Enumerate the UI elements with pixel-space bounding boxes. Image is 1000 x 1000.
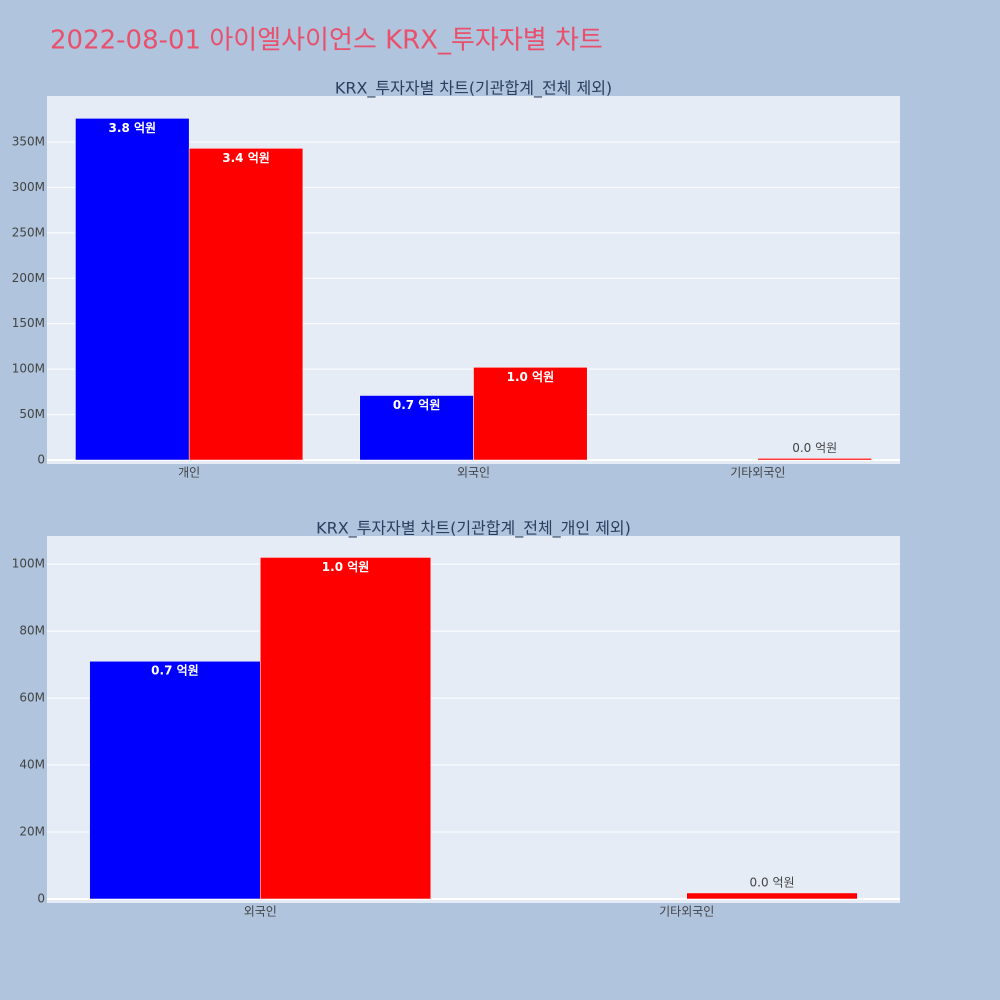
y-tick-label: 0 bbox=[37, 453, 45, 467]
x-tick-label: 기타외국인 bbox=[659, 905, 714, 919]
y-tick-label: 50M bbox=[19, 407, 45, 421]
y-tick-label: 0 bbox=[37, 891, 45, 905]
bar bbox=[757, 458, 872, 461]
bar bbox=[260, 557, 432, 900]
y-tick-label: 40M bbox=[19, 758, 45, 772]
y-tick-label: 100M bbox=[12, 557, 45, 571]
x-tick-label: 기타외국인 bbox=[730, 466, 785, 480]
value-label: 3.8 억원 bbox=[109, 121, 157, 135]
chart-title: KRX_투자자별 차트(기관합계_전체_개인 제외) bbox=[316, 519, 631, 539]
value-label: 0.7 억원 bbox=[393, 398, 441, 412]
bar bbox=[188, 148, 304, 461]
value-label: 0.0 억원 bbox=[792, 441, 837, 455]
value-label: 1.0 억원 bbox=[507, 370, 555, 384]
x-tick-label: 외국인 bbox=[244, 905, 277, 919]
y-tick-label: 350M bbox=[12, 134, 45, 148]
value-label: 0.0 억원 bbox=[750, 875, 795, 889]
value-label: 3.4 억원 bbox=[222, 151, 270, 165]
y-tick-label: 80M bbox=[19, 624, 45, 638]
x-tick-label: 외국인 bbox=[457, 466, 490, 480]
y-tick-label: 250M bbox=[12, 225, 45, 239]
value-label: 0.7 억원 bbox=[151, 664, 199, 678]
y-tick-label: 300M bbox=[12, 180, 45, 194]
bar bbox=[359, 395, 474, 461]
value-label: 1.0 억원 bbox=[322, 560, 370, 574]
bar bbox=[473, 367, 588, 461]
y-tick-label: 200M bbox=[12, 271, 45, 285]
x-tick-label: 개인 bbox=[178, 466, 200, 480]
y-tick-label: 150M bbox=[12, 316, 45, 330]
bar bbox=[686, 892, 858, 900]
bar bbox=[75, 118, 190, 461]
bar bbox=[89, 660, 261, 900]
chart-title: KRX_투자자별 차트(기관합계_전체 제외) bbox=[335, 79, 612, 99]
y-tick-label: 100M bbox=[12, 362, 45, 376]
y-tick-label: 60M bbox=[19, 691, 45, 705]
y-tick-label: 20M bbox=[19, 825, 45, 839]
page-title: 2022-08-01 아이엘사이언스 KRX_투자자별 차트 bbox=[50, 26, 603, 56]
